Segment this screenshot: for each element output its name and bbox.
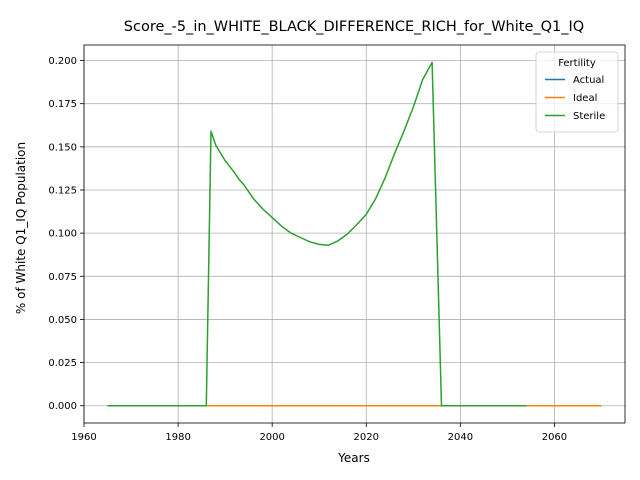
x-tick-label: 2000 [259, 432, 284, 443]
x-tick-label: 2040 [448, 432, 473, 443]
x-tick-label: 2020 [354, 432, 379, 443]
x-axis-label: Years [337, 451, 370, 465]
y-tick-label: 0.050 [48, 315, 77, 326]
x-tick-label: 2060 [542, 432, 567, 443]
y-tick-label: 0.200 [48, 56, 77, 67]
y-tick-label: 0.075 [48, 272, 77, 283]
y-tick-label: 0.150 [48, 142, 77, 153]
legend-label-ideal: Ideal [573, 93, 597, 104]
y-tick-label: 0.175 [48, 99, 77, 110]
chart-title: Score_-5_in_WHITE_BLACK_DIFFERENCE_RICH_… [124, 19, 584, 35]
y-axis-label: % of White Q1_IQ Population [14, 142, 28, 314]
y-tick-label: 0.100 [48, 229, 77, 240]
y-tick-label: 0.000 [48, 401, 77, 412]
legend-label-sterile: Sterile [573, 111, 605, 122]
legend-title: Fertility [558, 58, 596, 69]
y-tick-label: 0.025 [48, 358, 77, 369]
x-tick-label: 1980 [165, 432, 190, 443]
legend-label-actual: Actual [573, 75, 604, 86]
x-tick-label: 1960 [71, 432, 96, 443]
y-tick-label: 0.125 [48, 185, 77, 196]
legend: Fertility Actual Ideal Sterile [536, 52, 618, 132]
